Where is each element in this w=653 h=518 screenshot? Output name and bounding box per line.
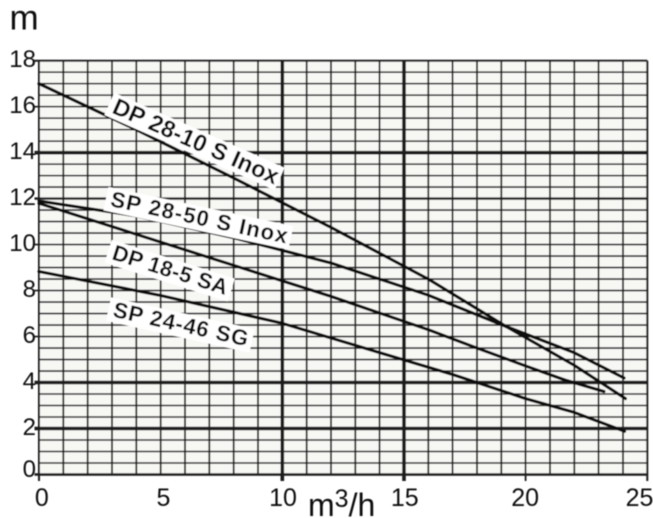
- svg-text:10: 10: [9, 230, 36, 257]
- svg-text:6: 6: [23, 322, 36, 349]
- svg-text:2: 2: [23, 414, 36, 441]
- svg-text:4: 4: [23, 368, 36, 395]
- svg-text:0: 0: [35, 484, 49, 512]
- svg-text:25: 25: [626, 484, 653, 512]
- svg-text:16: 16: [9, 92, 36, 119]
- svg-text:18: 18: [9, 46, 36, 73]
- svg-text:12: 12: [9, 184, 36, 211]
- svg-text:14: 14: [9, 138, 36, 165]
- svg-text:15: 15: [391, 484, 419, 512]
- svg-text:m3/h: m3/h: [308, 485, 375, 518]
- svg-text:10: 10: [269, 484, 297, 512]
- svg-text:5: 5: [157, 484, 171, 512]
- svg-text:m: m: [10, 0, 39, 38]
- svg-text:20: 20: [511, 484, 539, 512]
- svg-text:8: 8: [23, 276, 36, 303]
- svg-text:0: 0: [23, 456, 36, 483]
